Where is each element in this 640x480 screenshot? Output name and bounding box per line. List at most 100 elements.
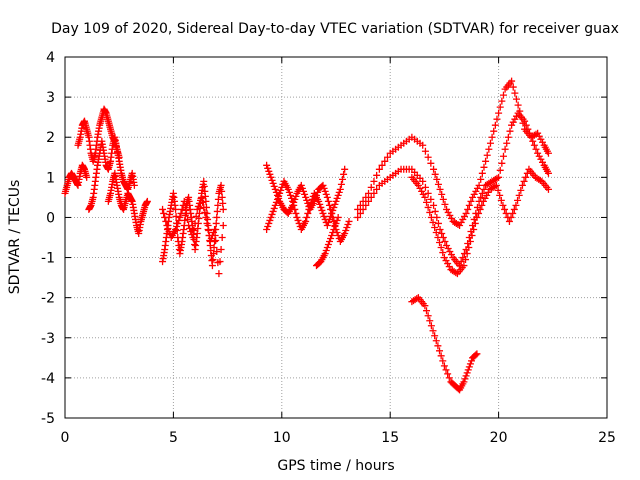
data-point	[273, 195, 281, 203]
data-point	[521, 117, 529, 125]
data-point	[460, 212, 468, 220]
data-point	[433, 175, 441, 183]
x-tick-label: 5	[169, 430, 178, 446]
data-point	[421, 183, 429, 191]
data-point	[477, 175, 485, 183]
data-point	[343, 223, 351, 231]
data-point	[356, 209, 364, 217]
data-point	[499, 152, 507, 160]
data-point	[447, 214, 455, 222]
data-point	[452, 269, 460, 277]
data-point	[213, 248, 221, 256]
data-point	[194, 202, 202, 210]
series-late-lower	[408, 165, 552, 278]
data-point	[501, 205, 509, 213]
data-point	[456, 221, 464, 229]
data-point	[478, 169, 486, 177]
data-point	[323, 193, 331, 201]
data-point	[511, 89, 519, 97]
data-point	[289, 197, 297, 205]
data-points	[61, 77, 552, 394]
data-point	[375, 165, 383, 173]
data-point	[362, 201, 370, 209]
data-point	[378, 161, 386, 169]
data-point	[460, 378, 468, 386]
data-point	[509, 83, 517, 91]
data-point	[327, 212, 335, 220]
y-axis-label: SDTVAR / TECUs	[7, 180, 23, 295]
data-point	[436, 347, 444, 355]
data-point	[332, 197, 340, 205]
data-point	[333, 216, 341, 224]
data-point	[263, 161, 271, 169]
data-point	[192, 212, 200, 220]
data-point	[341, 165, 349, 173]
data-point	[291, 205, 299, 213]
data-point	[434, 180, 442, 188]
data-point	[276, 189, 284, 197]
data-point	[481, 194, 489, 202]
data-point	[442, 366, 450, 374]
data-point	[512, 112, 520, 120]
data-point	[535, 132, 543, 140]
data-point	[209, 256, 217, 264]
data-point	[271, 201, 279, 209]
data-point	[485, 145, 493, 153]
data-point	[419, 190, 427, 198]
data-point	[446, 211, 454, 219]
data-point	[434, 219, 442, 227]
data-point	[303, 196, 311, 204]
data-point	[320, 212, 328, 220]
data-point	[423, 307, 431, 315]
data-point	[465, 201, 473, 209]
data-point	[207, 235, 215, 243]
data-point	[429, 327, 437, 335]
data-point	[462, 256, 470, 264]
data-point	[427, 159, 435, 167]
data-point	[525, 129, 533, 137]
data-point	[269, 207, 277, 215]
data-point	[414, 181, 422, 189]
data-point	[373, 185, 381, 193]
data-point	[535, 152, 543, 160]
data-point	[511, 115, 519, 123]
data-point	[268, 176, 276, 184]
data-point	[275, 192, 283, 200]
data-point	[211, 225, 219, 233]
data-point	[316, 200, 324, 208]
data-point	[544, 185, 552, 193]
data-point	[329, 206, 337, 214]
data-point	[321, 187, 329, 195]
data-point	[539, 158, 547, 166]
data-point	[344, 220, 352, 228]
data-point	[462, 209, 470, 217]
data-point	[509, 209, 517, 217]
data-point	[266, 170, 274, 178]
data-point	[431, 207, 439, 215]
data-point	[327, 235, 335, 243]
data-point	[322, 190, 330, 198]
data-point	[423, 198, 431, 206]
data-point	[161, 213, 169, 221]
data-point	[210, 244, 218, 252]
data-point	[340, 170, 348, 178]
data-point	[218, 187, 226, 195]
data-point	[496, 103, 504, 111]
data-point	[325, 201, 333, 209]
data-point	[317, 203, 325, 211]
data-point	[332, 219, 340, 227]
data-point	[333, 194, 341, 202]
data-point	[463, 369, 471, 377]
data-point	[447, 251, 455, 259]
data-point	[496, 191, 504, 199]
series-late-upper	[354, 77, 552, 229]
data-point	[323, 244, 331, 252]
data-point	[83, 173, 91, 181]
data-point	[307, 198, 315, 206]
data-point	[446, 248, 454, 256]
data-point	[190, 226, 198, 234]
data-point	[477, 193, 485, 201]
data-point	[143, 197, 151, 205]
data-point	[465, 244, 473, 252]
